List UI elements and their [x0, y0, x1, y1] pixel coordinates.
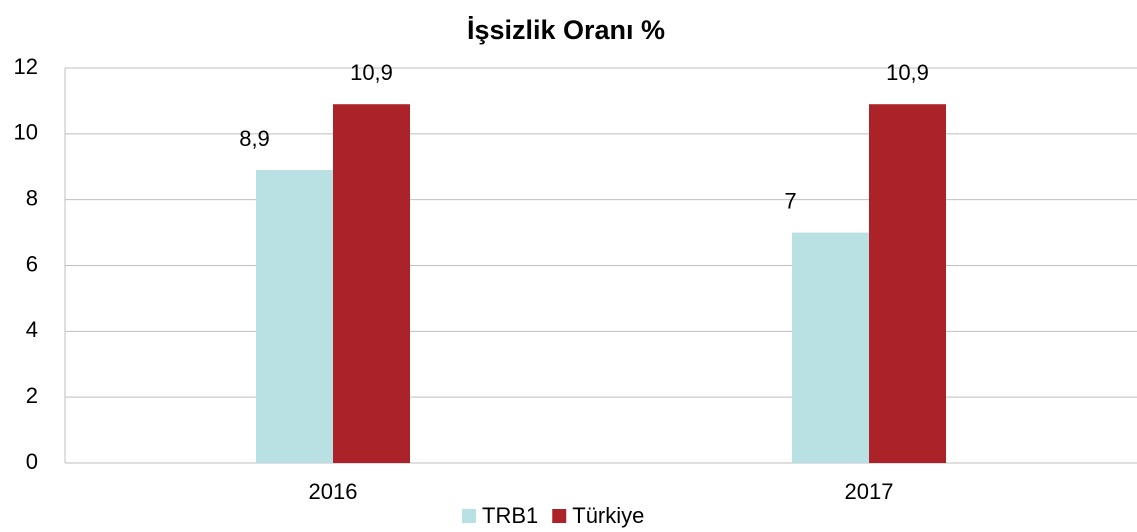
data-label: 10,9: [350, 60, 393, 85]
y-tick-label: 6: [26, 251, 38, 276]
bar: [869, 104, 946, 463]
y-tick-label: 4: [26, 317, 38, 342]
legend-swatch: [462, 509, 476, 523]
legend-swatch: [552, 509, 567, 523]
x-tick-label: 2016: [309, 479, 358, 504]
legend-label: TRB1: [482, 503, 538, 528]
bar: [333, 104, 410, 463]
data-label: 8,9: [239, 126, 270, 151]
data-label: 7: [784, 188, 796, 213]
data-label: 10,9: [886, 60, 929, 85]
x-tick-label: 2017: [845, 479, 894, 504]
chart-title: İşsizlik Oranı %: [467, 15, 665, 45]
y-tick-label: 0: [26, 449, 38, 474]
bar: [256, 170, 333, 463]
y-tick-label: 12: [14, 54, 38, 79]
y-tick-label: 8: [26, 185, 38, 210]
y-tick-label: 10: [14, 120, 38, 145]
bar: [792, 232, 869, 463]
legend-label: Türkiye: [572, 503, 644, 528]
y-tick-label: 2: [26, 383, 38, 408]
